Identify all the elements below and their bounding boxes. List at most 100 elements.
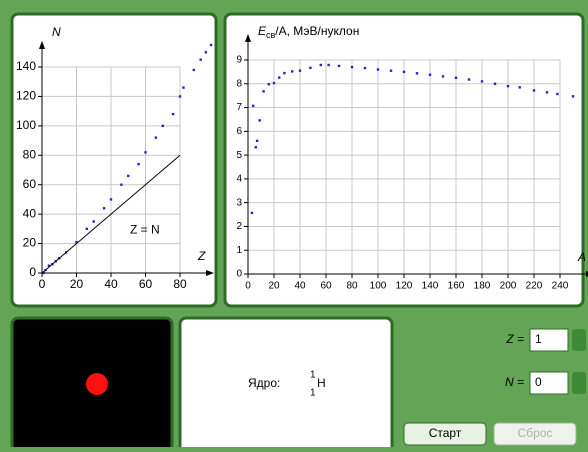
data-point xyxy=(252,104,255,108)
data-point xyxy=(571,95,575,98)
y-tick-label: 9 xyxy=(236,55,242,66)
data-point xyxy=(283,71,286,75)
data-point xyxy=(337,64,341,68)
z-value: 1 xyxy=(535,332,542,346)
data-point xyxy=(161,124,164,128)
data-point xyxy=(363,66,367,70)
x-tick-label: 220 xyxy=(526,281,543,292)
data-point xyxy=(171,112,175,116)
data-point xyxy=(102,207,106,210)
y-tick-label: 40 xyxy=(23,206,37,220)
data-point xyxy=(402,70,406,74)
nucleus-label: Ядро: xyxy=(248,376,280,390)
y-tick-label: 5 xyxy=(236,150,242,161)
start-button[interactable] xyxy=(403,422,487,446)
data-point xyxy=(154,136,158,139)
data-point xyxy=(278,76,281,79)
y-tick-label: 80 xyxy=(23,147,37,161)
z-input[interactable] xyxy=(529,328,569,352)
data-point xyxy=(545,91,549,94)
y-tick-label: 60 xyxy=(23,177,37,191)
x-arrow xyxy=(206,270,214,276)
data-point xyxy=(441,75,445,78)
y-label-sub: св xyxy=(266,30,276,40)
data-point xyxy=(192,68,195,72)
z-spinner[interactable] xyxy=(572,329,586,351)
y-arrow xyxy=(39,41,45,49)
y-tick-label: 120 xyxy=(16,89,36,103)
data-point xyxy=(272,81,276,85)
data-point xyxy=(254,146,257,149)
y-axis-label: Eсв/A, МэВ/нуклон xyxy=(258,24,359,40)
y-axis-label: N xyxy=(52,25,61,39)
x-tick-label: 0 xyxy=(245,281,251,292)
reset-text: Сброс xyxy=(518,426,553,440)
x-tick-label: 80 xyxy=(346,281,358,292)
n-spinner[interactable] xyxy=(572,372,586,394)
x-tick-label: 0 xyxy=(39,277,46,291)
x-tick-label: 200 xyxy=(500,281,517,292)
data-point xyxy=(109,198,113,201)
data-point xyxy=(291,70,294,73)
y-label-main: E xyxy=(258,24,267,38)
data-point xyxy=(467,78,471,81)
ref-line xyxy=(41,154,181,274)
data-point xyxy=(42,271,45,275)
data-point xyxy=(75,240,78,244)
data-point xyxy=(178,95,182,98)
y-tick-label: 1 xyxy=(236,245,242,256)
data-point xyxy=(428,73,432,76)
nucleus-symbol: H xyxy=(317,376,326,390)
z-label: Z = xyxy=(505,332,524,346)
data-point xyxy=(85,227,89,231)
n-label: N = xyxy=(505,375,524,389)
y-tick-label: 4 xyxy=(236,174,242,185)
data-point xyxy=(556,92,559,96)
y-tick-label: 20 xyxy=(23,236,37,250)
data-point xyxy=(415,72,419,75)
x-tick-label: 60 xyxy=(139,277,153,291)
left-panel xyxy=(10,12,218,308)
reset-button[interactable] xyxy=(493,422,577,446)
y-tick-label: 0 xyxy=(29,265,36,279)
data-point xyxy=(376,68,380,71)
data-point xyxy=(199,58,202,61)
data-point xyxy=(120,183,123,186)
n-input[interactable] xyxy=(529,371,569,395)
y-tick-label: 8 xyxy=(236,78,242,89)
y-tick-label: 0 xyxy=(236,269,242,280)
data-point xyxy=(92,220,95,223)
data-point xyxy=(518,86,521,89)
x-tick-label: 20 xyxy=(268,281,280,292)
data-point xyxy=(137,162,140,166)
x-tick-label: 160 xyxy=(448,281,465,292)
y-arrow xyxy=(245,34,251,42)
data-point xyxy=(127,174,130,178)
data-point xyxy=(209,43,213,47)
data-point xyxy=(47,264,51,267)
data-point xyxy=(350,65,354,69)
x-axis-label: Z xyxy=(197,249,206,263)
data-point xyxy=(258,119,261,122)
x-tick-label: 240 xyxy=(552,281,569,292)
x-tick-label: 20 xyxy=(70,277,84,291)
y-tick-label: 2 xyxy=(236,221,242,232)
data-point xyxy=(250,211,254,215)
x-tick-label: 40 xyxy=(294,281,306,292)
y-tick-label: 7 xyxy=(236,102,242,113)
nucleus-mass: 1 xyxy=(310,370,316,381)
data-point xyxy=(506,84,510,88)
x-tick-label: 140 xyxy=(422,281,439,292)
x-tick-label: 60 xyxy=(320,281,332,292)
start-text: Старт xyxy=(429,426,462,440)
y-tick-label: 6 xyxy=(236,126,242,137)
data-point xyxy=(319,63,322,67)
data-point xyxy=(493,82,497,85)
nucleus-dot xyxy=(86,373,108,395)
y-tick-label: 140 xyxy=(16,59,36,73)
data-point xyxy=(480,80,484,83)
n-value: 0 xyxy=(535,375,542,389)
data-point xyxy=(255,139,259,143)
x-tick-label: 100 xyxy=(370,281,387,292)
